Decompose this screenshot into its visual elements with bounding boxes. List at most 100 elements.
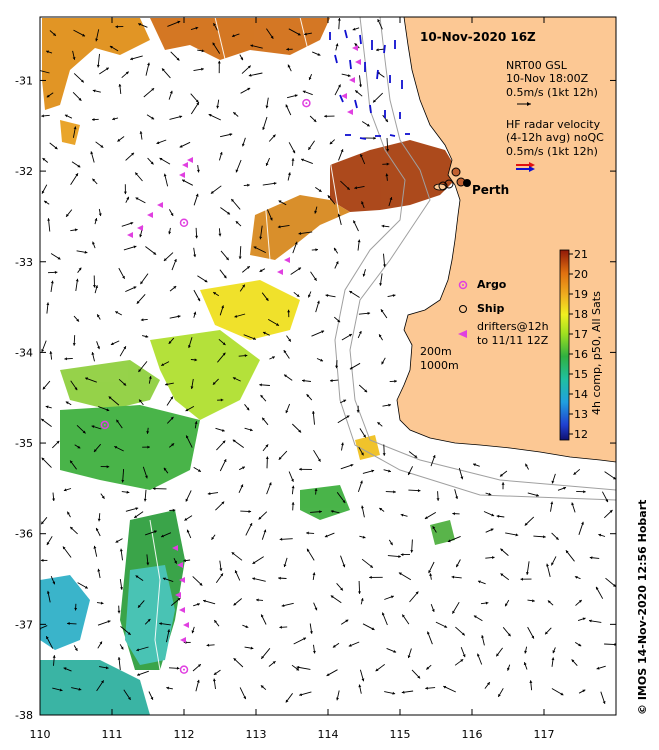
velocity-arrow — [240, 87, 251, 94]
velocity-arrow — [41, 114, 50, 118]
hf-arrow — [344, 29, 348, 39]
velocity-arrow — [197, 275, 208, 283]
velocity-arrow — [452, 601, 460, 614]
velocity-arrow — [551, 532, 559, 541]
velocity-arrow — [238, 354, 248, 358]
velocity-arrow — [258, 511, 268, 520]
velocity-arrow — [188, 337, 193, 349]
velocity-arrow — [169, 115, 183, 120]
y-tick-label: -36 — [15, 528, 33, 541]
velocity-arrow — [97, 568, 101, 579]
velocity-arrow — [190, 93, 199, 103]
hf-arrow — [339, 94, 344, 103]
velocity-arrow — [109, 45, 119, 52]
colorbar-label: 4h comp, p50, All Sats — [590, 291, 603, 415]
velocity-arrow — [213, 619, 220, 627]
velocity-arrow — [358, 580, 361, 594]
velocity-arrow — [336, 583, 344, 591]
velocity-arrow — [571, 502, 576, 513]
velocity-arrow — [242, 265, 251, 273]
velocity-arrow — [184, 515, 193, 521]
velocity-arrow — [119, 644, 124, 650]
velocity-arrow — [148, 376, 152, 384]
velocity-arrow — [232, 439, 244, 448]
velocity-arrow — [117, 605, 121, 614]
hf-arrow — [349, 59, 352, 70]
velocity-arrow — [63, 667, 72, 672]
drifter-marker — [187, 157, 193, 163]
velocity-arrow — [311, 330, 325, 337]
velocity-arrow — [134, 172, 143, 182]
velocity-arrow — [340, 464, 354, 470]
velocity-arrow — [578, 689, 586, 694]
velocity-arrow — [409, 591, 419, 603]
velocity-arrow — [77, 267, 82, 273]
velocity-arrow — [216, 99, 220, 109]
velocity-arrow — [115, 25, 124, 29]
velocity-arrow — [307, 291, 312, 298]
velocity-arrow — [340, 399, 347, 404]
velocity-arrow — [70, 173, 79, 186]
hf-arrow — [359, 137, 367, 140]
velocity-arrow — [485, 492, 492, 496]
velocity-arrow — [49, 142, 58, 150]
velocity-arrow — [454, 658, 464, 666]
velocity-arrow — [452, 512, 460, 516]
velocity-arrow — [90, 151, 95, 163]
velocity-arrow — [306, 393, 313, 401]
velocity-arrow — [352, 27, 360, 31]
colorbar-tick-label: 20 — [574, 268, 588, 281]
velocity-arrow — [49, 30, 57, 37]
velocity-arrow — [278, 576, 287, 580]
velocity-arrow — [387, 294, 396, 298]
velocity-arrow — [143, 489, 147, 502]
drifter-marker — [137, 225, 143, 231]
gsl-legend-line2: 10-Nov 18:00Z — [506, 72, 589, 85]
velocity-arrow — [135, 575, 144, 581]
velocity-arrow — [266, 482, 272, 495]
velocity-arrow — [97, 513, 101, 522]
velocity-arrow — [185, 435, 193, 448]
perth-marker — [463, 179, 471, 187]
velocity-arrow — [308, 140, 315, 151]
velocity-arrow — [45, 50, 53, 54]
velocity-arrow — [473, 615, 483, 622]
ship-marker — [438, 181, 448, 191]
velocity-arrow — [500, 573, 510, 581]
velocity-arrow — [241, 137, 246, 147]
drifter-marker — [182, 162, 188, 168]
velocity-arrow — [230, 198, 241, 210]
velocity-arrow — [330, 510, 340, 514]
velocity-arrow — [283, 349, 290, 359]
velocity-arrow — [235, 159, 242, 173]
velocity-arrow — [73, 645, 78, 652]
colorbar-tick-label: 17 — [574, 328, 588, 341]
y-axis: -31 -32 -33 -34 -35 -36 -37 -38 — [15, 74, 616, 722]
velocity-arrow — [334, 261, 339, 269]
velocity-arrow — [324, 532, 335, 538]
velocity-arrow — [283, 557, 288, 568]
velocity-arrow — [216, 440, 226, 451]
depth-label-1000m: 1000m — [420, 359, 459, 372]
velocity-arrow — [123, 184, 127, 195]
velocity-arrow — [388, 539, 393, 546]
velocity-arrow — [382, 114, 389, 123]
velocity-arrow — [125, 507, 139, 512]
drifter-marker — [183, 622, 189, 628]
sst-patch-green-east2 — [430, 520, 455, 545]
velocity-arrow — [243, 334, 257, 340]
velocity-arrow — [218, 151, 223, 161]
argo-legend-label: Argo — [477, 278, 507, 291]
velocity-arrow — [283, 374, 293, 381]
velocity-arrow — [183, 559, 191, 563]
velocity-arrow — [142, 466, 148, 479]
colorbar-tick-label: 13 — [574, 408, 588, 421]
velocity-arrow — [427, 631, 433, 645]
y-tick-label: -31 — [15, 74, 33, 87]
velocity-arrow — [455, 626, 466, 636]
velocity-arrow — [76, 424, 86, 434]
velocity-arrow — [369, 575, 383, 579]
velocity-arrow — [287, 64, 292, 72]
velocity-arrow — [455, 559, 461, 568]
